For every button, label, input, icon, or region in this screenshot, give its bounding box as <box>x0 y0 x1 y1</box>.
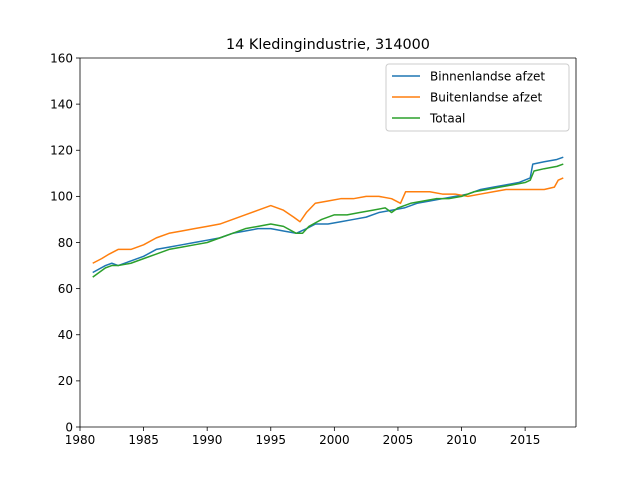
legend-label-3: Totaal <box>429 112 465 126</box>
series-line-1 <box>92 156 564 274</box>
chart-title: 14 Kledingindustrie, 314000 <box>226 37 430 53</box>
y-tick-label: 80 <box>58 236 73 250</box>
x-tick-label: 2015 <box>510 433 541 447</box>
x-tick-label: 1995 <box>255 433 286 447</box>
legend-label-2: Buitenlandse afzet <box>430 91 542 105</box>
x-tick-label: 2010 <box>446 433 477 447</box>
x-tick-label: 1990 <box>192 433 223 447</box>
x-tick-label: 1980 <box>65 433 96 447</box>
y-tick-label: 60 <box>58 282 73 296</box>
y-tick-label: 140 <box>50 97 73 111</box>
y-tick-label: 160 <box>50 51 73 65</box>
axes-layer: 1980 1985 1990 1995 2000 2005 2010 2015 0 20 40 60 8… <box>50 51 577 447</box>
legend: Binnenlandse afzet Buitenlandse afzet Tota… <box>385 63 570 132</box>
y-tick-label: 100 <box>50 190 73 204</box>
series-line-2 <box>92 177 564 264</box>
y-tick-label: 20 <box>58 374 73 388</box>
legend-label-1: Binnenlandse afzet <box>430 70 545 84</box>
series-line-3 <box>92 163 564 278</box>
legend-box <box>385 63 570 132</box>
y-tick-label: 40 <box>58 328 73 342</box>
x-tick-label: 2005 <box>383 433 414 447</box>
x-tick-label: 2000 <box>319 433 350 447</box>
series-layer <box>92 156 564 278</box>
y-tick-label: 0 <box>65 420 73 434</box>
y-tick-label: 120 <box>50 144 73 158</box>
x-tick-label: 1985 <box>128 433 159 447</box>
